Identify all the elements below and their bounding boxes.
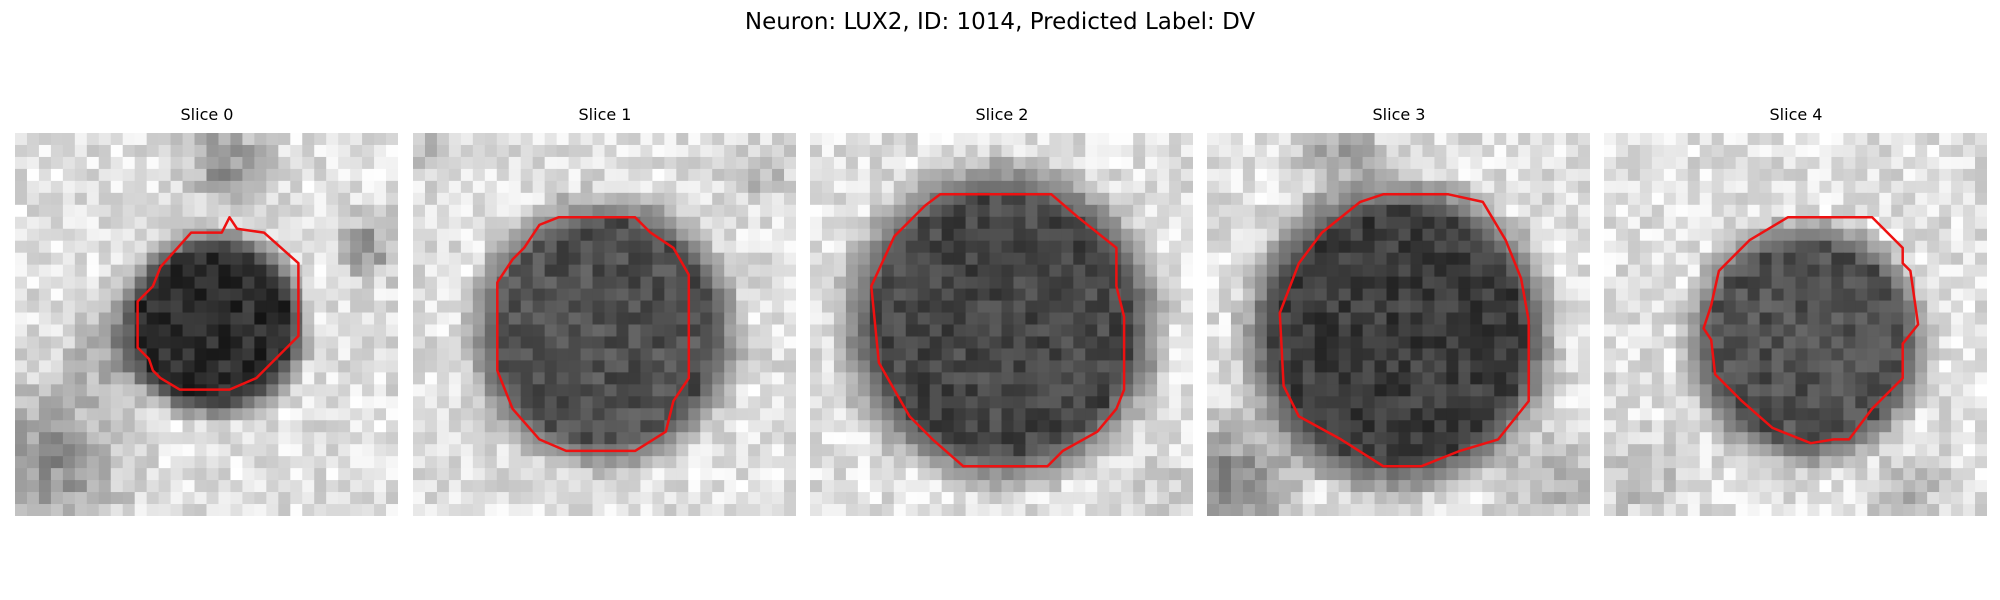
slice-image-canvas [1604,133,1987,516]
slice-panel-0: Slice 0 [15,105,399,516]
slice-title: Slice 1 [578,105,632,124]
slice-panel-4: Slice 4 [1604,105,1988,516]
slice-image [15,133,398,516]
slice-panel-2: Slice 2 [810,105,1194,516]
slice-image [413,133,796,516]
neuron-contour [870,193,1126,468]
neuron-contour [1278,193,1530,468]
slice-image-canvas [413,133,796,516]
slice-image [810,133,1193,516]
slice-image-canvas [15,133,398,516]
slice-title: Slice 4 [1769,105,1823,124]
slice-title: Slice 3 [1372,105,1426,124]
figure-title: Neuron: LUX2, ID: 1014, Predicted Label:… [744,9,1256,35]
neuron-contour [136,216,300,391]
neuron-contour [1702,216,1920,445]
slice-image-canvas [1207,133,1590,516]
slice-title: Slice 0 [180,105,234,124]
slice-panel-3: Slice 3 [1207,105,1591,516]
slice-image-canvas [810,133,1193,516]
slice-title: Slice 2 [975,105,1029,124]
slice-panel-1: Slice 1 [413,105,797,516]
slice-image [1207,133,1590,516]
neuron-contour [496,216,691,453]
slice-image [1604,133,1987,516]
